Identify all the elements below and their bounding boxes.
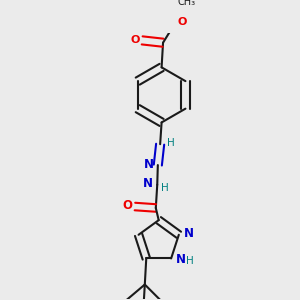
- Text: O: O: [130, 35, 140, 45]
- Text: H: H: [167, 138, 175, 148]
- Text: O: O: [177, 16, 187, 26]
- Text: N: N: [144, 158, 154, 171]
- Text: H: H: [161, 183, 169, 193]
- Text: O: O: [123, 199, 133, 212]
- Text: H: H: [186, 256, 194, 266]
- Text: CH₃: CH₃: [177, 0, 195, 7]
- Text: N: N: [143, 177, 153, 190]
- Text: N: N: [183, 227, 194, 240]
- Text: N: N: [176, 253, 186, 266]
